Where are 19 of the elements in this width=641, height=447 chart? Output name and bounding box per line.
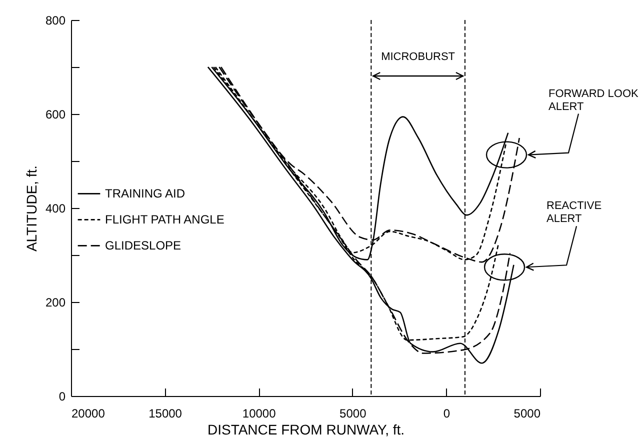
y-axis-title: ALTITUDE, ft. xyxy=(23,165,40,252)
annotation: MICROBURST xyxy=(381,51,456,63)
text: REACTIVE ALERT xyxy=(546,200,602,226)
legend-label: FLIGHT PATH ANGLE xyxy=(105,212,224,227)
x-tick-label: 5000 xyxy=(514,406,541,420)
x-tick-label: 20000 xyxy=(72,406,106,420)
text: FORWARD LOOK ALERT xyxy=(548,88,640,113)
y-tick-label: 600 xyxy=(45,108,66,122)
x-tick-label: 10000 xyxy=(242,406,276,420)
x-tick-label: 15000 xyxy=(148,406,182,420)
legend-label: TRAINING AID xyxy=(105,186,186,201)
y-tick-label: 0 xyxy=(58,390,66,404)
x-tick-label: 0 xyxy=(443,406,450,420)
y-tick-label: 400 xyxy=(45,202,66,216)
legend-label: GLIDESLOPE xyxy=(105,238,182,253)
x-axis-title: DISTANCE FROM RUNWAY, ft. xyxy=(207,422,405,438)
y-tick-label: 800 xyxy=(45,14,66,28)
y-tick-label: 200 xyxy=(45,296,66,310)
x-tick-label: 5000 xyxy=(340,406,367,420)
